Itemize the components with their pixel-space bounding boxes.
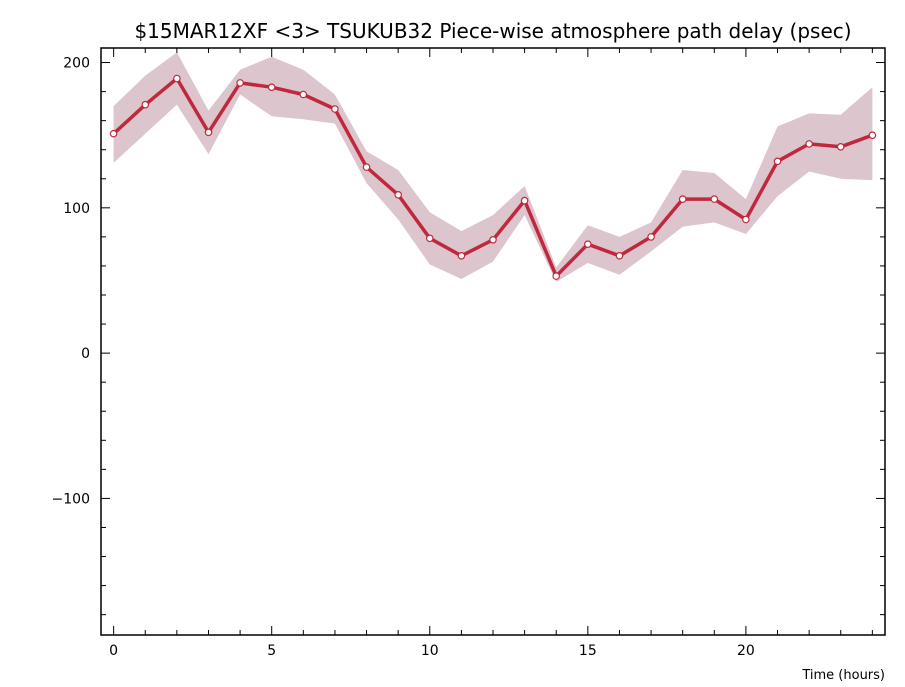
data-point bbox=[236, 79, 244, 87]
data-point bbox=[710, 195, 719, 203]
data-point bbox=[552, 272, 561, 280]
data-point bbox=[836, 143, 845, 151]
error-band-layer bbox=[113, 52, 873, 282]
data-point bbox=[394, 191, 403, 199]
y-tick-label: 200 bbox=[63, 56, 90, 72]
plot-frame bbox=[100, 47, 886, 636]
data-point bbox=[299, 90, 308, 99]
data-point bbox=[362, 163, 371, 171]
data-point bbox=[489, 236, 497, 244]
data-point bbox=[805, 140, 813, 148]
data-point bbox=[109, 129, 118, 138]
data-point bbox=[173, 74, 181, 83]
chart-title: $15MAR12XF <3> TSUKUB32 Piece-wise atmos… bbox=[134, 19, 851, 43]
data-point bbox=[647, 233, 655, 241]
y-tick-label: 100 bbox=[63, 201, 90, 217]
data-point bbox=[773, 157, 782, 166]
data-point bbox=[267, 83, 276, 92]
data-point-layer bbox=[109, 74, 877, 280]
y-tick-label: −100 bbox=[52, 491, 90, 507]
x-tick-label: 0 bbox=[109, 643, 118, 659]
data-point bbox=[425, 234, 434, 243]
data-point bbox=[331, 105, 339, 113]
data-point bbox=[204, 128, 213, 137]
y-tick-label: 0 bbox=[81, 346, 90, 362]
x-tick-label: 20 bbox=[737, 643, 755, 659]
axes: 0 5 10 15 20 −100 0 100 200 bbox=[52, 47, 886, 659]
x-axis-label: Time (hours) bbox=[801, 668, 885, 683]
data-point bbox=[520, 196, 529, 205]
data-point bbox=[583, 240, 592, 249]
data-point bbox=[742, 215, 750, 224]
data-point bbox=[457, 252, 466, 260]
data-point bbox=[141, 100, 150, 109]
x-tick-label: 10 bbox=[421, 643, 439, 659]
data-point bbox=[615, 252, 624, 260]
data-point bbox=[678, 195, 687, 203]
x-tick-label: 15 bbox=[579, 643, 597, 659]
error-band bbox=[113, 52, 873, 282]
data-point bbox=[868, 131, 877, 140]
x-tick-label: 5 bbox=[267, 643, 276, 659]
